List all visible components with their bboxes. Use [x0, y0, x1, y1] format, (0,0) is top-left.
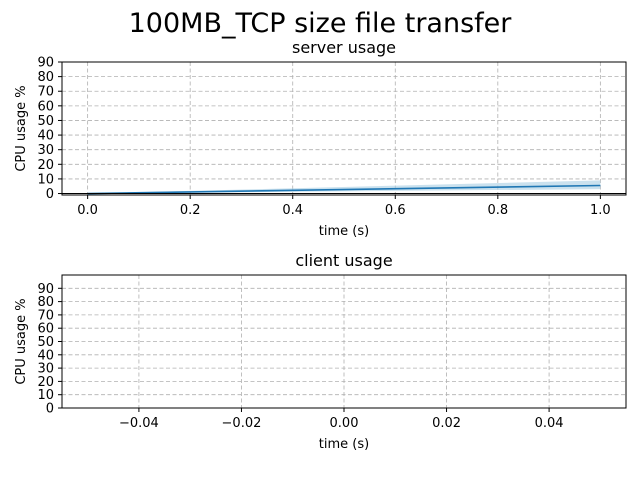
server-x-tick-label: 0.4: [282, 203, 303, 218]
client-x-tick-label: −0.04: [119, 416, 159, 431]
client-y-tick-label: 10: [37, 388, 54, 403]
server-x-tick-label: 0.0: [77, 203, 98, 218]
client-y-tick-label: 70: [37, 308, 54, 323]
client-chart-title: client usage: [295, 251, 392, 270]
client-y-tick-label: 60: [37, 322, 54, 337]
server-y-tick-label: 40: [37, 129, 54, 144]
server-confidence-band: [87, 180, 601, 194]
server-x-axis-label: time (s): [319, 224, 369, 239]
server-y-tick-label: 80: [37, 70, 54, 85]
client-x-tick-label: 0.02: [432, 416, 461, 431]
client-x-axis-label: time (s): [319, 437, 369, 452]
client-y-tick-label: 30: [37, 362, 54, 377]
server-usage-line: [87, 184, 601, 195]
server-y-tick-label: 90: [37, 56, 54, 71]
server-plot-area: [62, 62, 626, 195]
server-y-tick-label: 10: [37, 172, 54, 187]
client-y-tick-label: 0: [46, 402, 54, 417]
client-y-tick-label: 90: [37, 282, 54, 297]
client-x-tick-label: −0.02: [222, 416, 262, 431]
server-y-tick-label: 60: [37, 99, 54, 114]
server-y-tick-label: 0: [46, 187, 54, 202]
client-x-tick-label: 0.00: [330, 416, 359, 431]
figure-title: 100MB_TCP size file transfer: [129, 8, 513, 39]
client-x-tick-label: 0.04: [535, 416, 564, 431]
server-axes-frame: [61, 61, 627, 196]
server-y-tick-label: 70: [37, 85, 54, 100]
server-chart-title: server usage: [292, 38, 396, 57]
server-x-tick-label: 1.0: [590, 203, 611, 218]
server-x-tick-label: 0.8: [487, 203, 508, 218]
server-x-tick-label: 0.6: [385, 203, 406, 218]
server-x-tick-label: 0.2: [180, 203, 201, 218]
server-y-tick-label: 30: [37, 143, 54, 158]
server-y-axis-label: CPU usage %: [14, 85, 29, 171]
client-usage-chart: −0.04 −0.02 0.00 0.02 0.04 010203040506070809…: [14, 251, 627, 452]
server-y-tick-label: 20: [37, 158, 54, 173]
client-y-tick-label: 80: [37, 295, 54, 310]
client-y-tick-label: 40: [37, 348, 54, 363]
server-y-tick-label: 50: [37, 114, 54, 129]
client-y-tick-label: 20: [37, 375, 54, 390]
client-y-tick-label: 50: [37, 335, 54, 350]
client-y-axis-label: CPU usage %: [14, 298, 29, 384]
